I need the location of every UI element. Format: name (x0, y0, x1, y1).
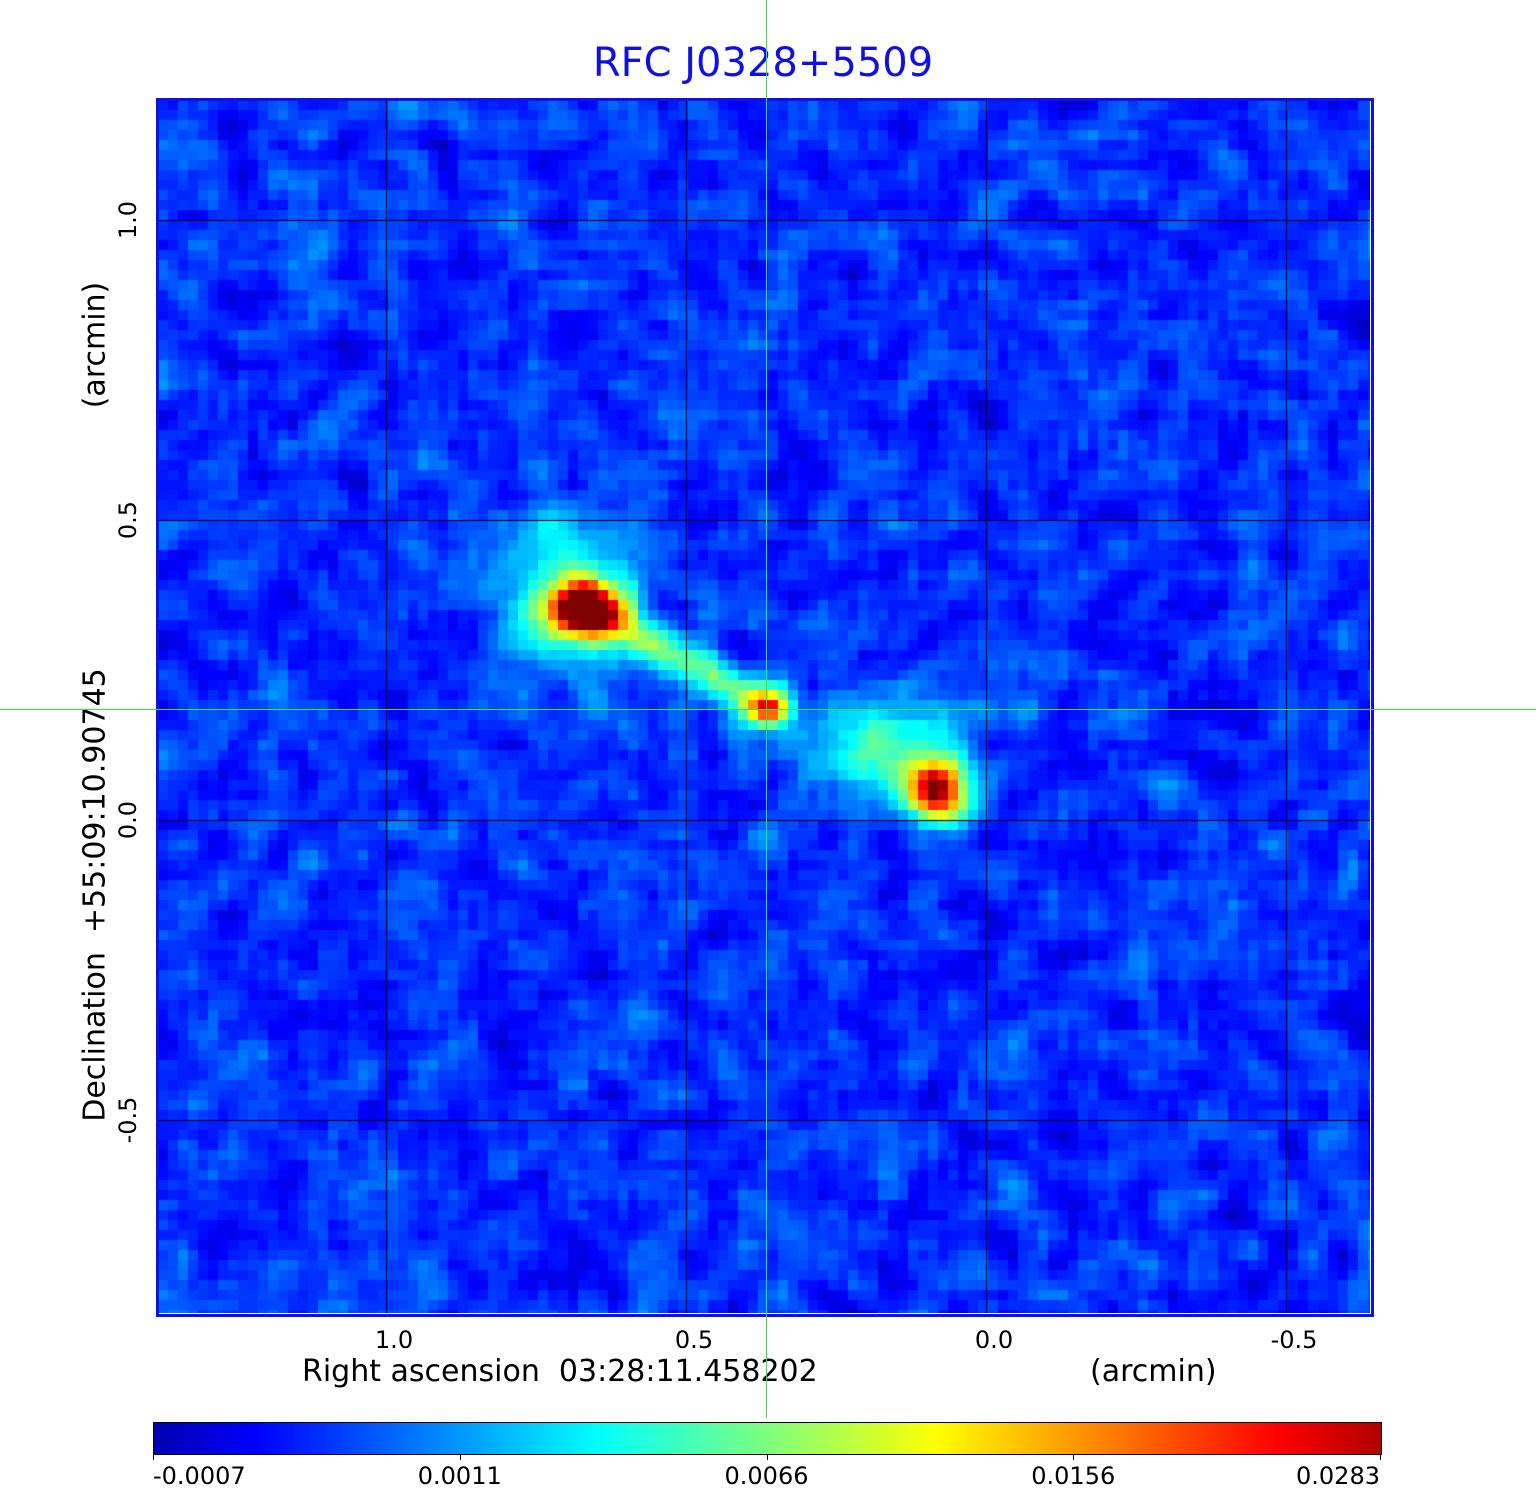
colorbar-tick-label: 0.0283 (1296, 1462, 1380, 1490)
x-axis-unit: (arcmin) (1090, 1354, 1217, 1389)
colorbar-tick (153, 1454, 154, 1460)
crosshair-horizontal (0, 709, 1536, 710)
y-tick-label: 1.0 (114, 200, 142, 240)
x-tick-label: 0.0 (974, 1326, 1014, 1354)
y-tick-label: 0.0 (114, 800, 142, 840)
colorbar (153, 1422, 1382, 1455)
x-tick-label: 0.5 (674, 1326, 714, 1354)
colorbar-tick-label: 0.0011 (417, 1462, 502, 1490)
colorbar-tick (766, 1454, 768, 1460)
radio-image-heatmap (158, 100, 1370, 1313)
colorbar-tick (459, 1454, 461, 1460)
chart-title: RFC J0328+5509 (592, 40, 934, 86)
colorbar-tick (1073, 1454, 1075, 1460)
colorbar-tick-label: -0.0007 (153, 1462, 246, 1490)
colorbar-tick (1380, 1454, 1381, 1460)
y-tick-label: 0.5 (114, 500, 142, 540)
y-tick-label: -0.5 (114, 1096, 142, 1144)
y-axis-unit: (arcmin) (77, 281, 113, 409)
colorbar-tick-label: 0.0066 (724, 1462, 809, 1490)
x-axis-label: Right ascension 03:28:11.458202 (302, 1354, 818, 1389)
x-tick-label: -0.5 (1270, 1326, 1318, 1354)
x-tick-label: 1.0 (374, 1326, 414, 1354)
y-axis-label: Declination +55:09:10.90745 (77, 668, 113, 1122)
colorbar-tick-label: 0.0156 (1031, 1462, 1116, 1490)
